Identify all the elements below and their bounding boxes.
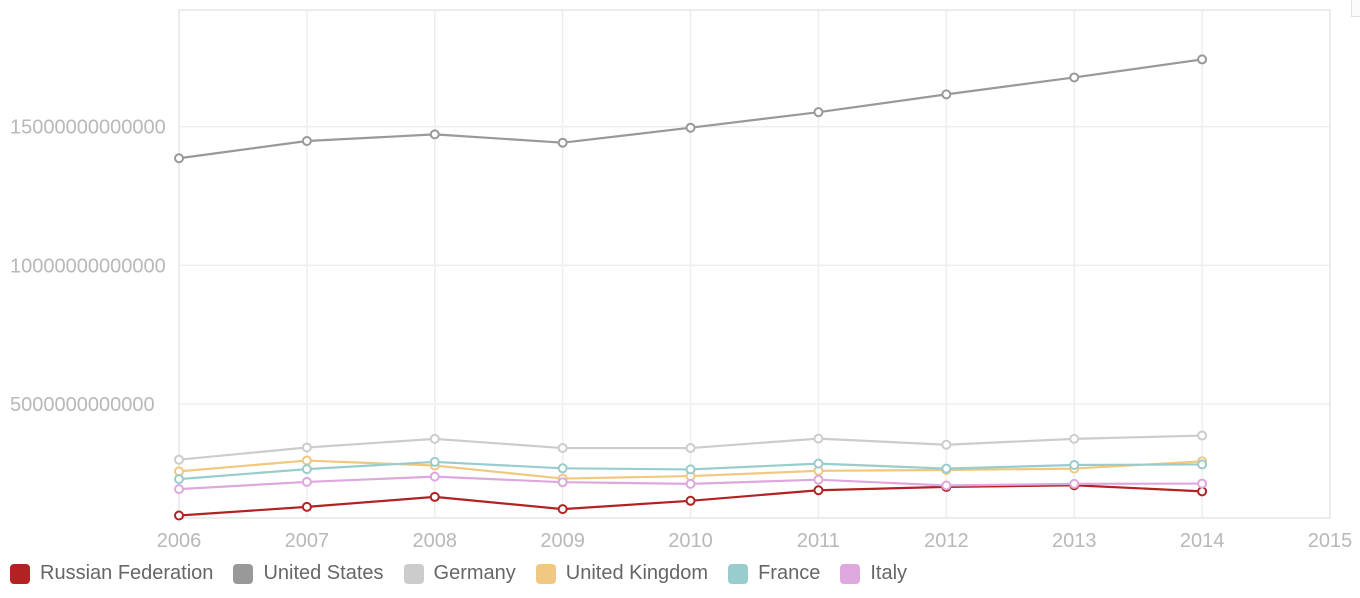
legend-swatch [403, 563, 424, 584]
data-point[interactable] [1197, 54, 1208, 65]
x-tick-label: 2013 [1052, 530, 1097, 552]
x-tick-label: 2006 [157, 530, 202, 552]
series-italy [174, 471, 1208, 495]
y-axis-tick-labels: 5000000000000 10000000000000 1500000000000… [10, 117, 166, 417]
data-point[interactable] [301, 442, 312, 453]
scrollbar-edge[interactable] [1351, 0, 1360, 17]
data-point[interactable] [1197, 478, 1208, 489]
data-point[interactable] [1069, 478, 1080, 489]
data-point[interactable] [941, 463, 952, 474]
legend-item[interactable]: Russian Federation [10, 562, 213, 585]
plot-border [178, 9, 1331, 519]
data-point[interactable] [685, 464, 696, 475]
data-point[interactable] [1069, 433, 1080, 444]
data-point[interactable] [685, 478, 696, 489]
data-point[interactable] [174, 454, 184, 465]
legend-label: Germany [433, 562, 516, 584]
legend-item[interactable]: Germany [403, 562, 516, 585]
grid [179, 10, 1330, 518]
data-point[interactable] [429, 129, 440, 140]
x-tick-label: 2008 [413, 530, 458, 552]
legend-label: Russian Federation [40, 562, 214, 584]
legend-swatch [535, 563, 556, 584]
series-france [174, 456, 1208, 485]
data-point[interactable] [685, 122, 696, 133]
legend-swatch [10, 563, 30, 584]
x-axis-tick-labels: 2006 2007 2008 2009 2010 2011 2012 2013 2014 2015 [157, 530, 1353, 552]
data-point[interactable] [813, 458, 824, 469]
series-russian-federation [174, 480, 1208, 521]
data-point[interactable] [685, 443, 696, 454]
legend-swatch [840, 563, 861, 584]
x-tick-label: 2015 [1308, 530, 1353, 552]
data-point[interactable] [941, 89, 952, 100]
x-tick-label: 2014 [1180, 530, 1225, 552]
data-point[interactable] [557, 443, 568, 454]
data-point[interactable] [941, 439, 952, 450]
data-point[interactable] [301, 136, 312, 147]
data-point[interactable] [557, 137, 568, 148]
legend-swatch [233, 563, 254, 584]
series-lines [174, 54, 1208, 521]
data-point[interactable] [813, 485, 824, 496]
y-tick-label: 5000000000000 [10, 394, 155, 416]
legend-label: France [758, 562, 821, 584]
data-point[interactable] [301, 464, 312, 475]
legend-label: United Kingdom [565, 562, 709, 584]
data-point[interactable] [1197, 430, 1208, 441]
data-point[interactable] [1197, 459, 1208, 470]
legend-label: Italy [870, 562, 908, 584]
x-tick-label: 2012 [924, 530, 969, 552]
data-point[interactable] [174, 474, 184, 485]
series-united-states [174, 54, 1208, 164]
y-tick-label: 15000000000000 [10, 117, 166, 139]
x-tick-label: 2011 [797, 530, 840, 552]
x-tick-label: 2009 [540, 530, 585, 552]
data-point[interactable] [941, 480, 952, 491]
series-germany [174, 430, 1208, 465]
data-point[interactable] [557, 504, 568, 515]
data-point[interactable] [813, 107, 824, 118]
legend-swatch [728, 563, 749, 584]
legend-item[interactable]: Italy [840, 562, 907, 585]
legend-label: United States [263, 562, 384, 584]
data-point[interactable] [429, 456, 440, 467]
data-point[interactable] [301, 476, 312, 487]
data-point[interactable] [429, 471, 440, 482]
data-point[interactable] [301, 501, 312, 512]
data-point[interactable] [813, 433, 824, 444]
data-point[interactable] [429, 491, 440, 502]
legend-item[interactable]: United Kingdom [535, 562, 709, 585]
data-point[interactable] [174, 484, 184, 495]
y-tick-label: 10000000000000 [10, 255, 166, 277]
data-point[interactable] [174, 510, 184, 521]
x-tick-label: 2010 [668, 530, 713, 552]
data-point[interactable] [174, 153, 184, 164]
data-point[interactable] [685, 495, 696, 506]
data-point[interactable] [1069, 72, 1080, 83]
data-point[interactable] [301, 455, 312, 466]
legend: Russian Federation United States Germany Un… [10, 562, 927, 585]
x-tick-label: 2007 [285, 530, 330, 552]
legend-item[interactable]: France [728, 562, 820, 585]
data-point[interactable] [813, 474, 824, 485]
legend-item[interactable]: United States [233, 562, 384, 585]
data-point[interactable] [557, 477, 568, 488]
data-point[interactable] [557, 463, 568, 474]
data-point[interactable] [429, 433, 440, 444]
data-point[interactable] [1069, 459, 1080, 470]
